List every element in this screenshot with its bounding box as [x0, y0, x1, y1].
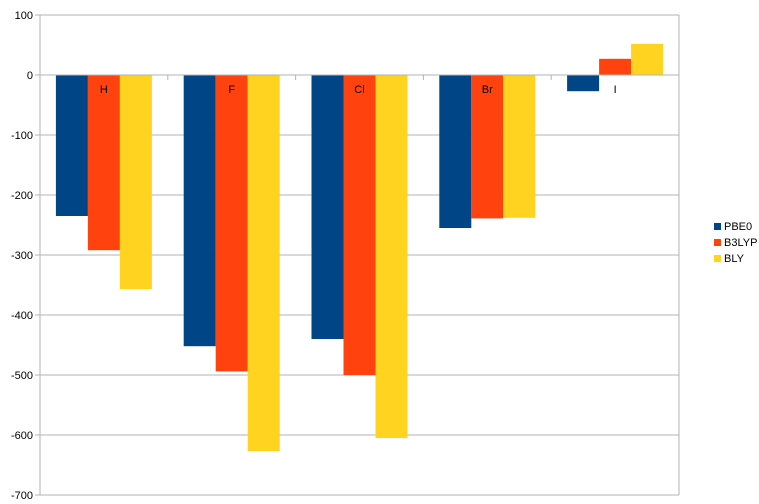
bar-pbe0-f: [183, 75, 216, 347]
legend-swatch-bly: [714, 255, 721, 262]
category-label: Br: [482, 84, 493, 96]
legend-label-pbe0: PBE0: [724, 221, 752, 233]
bar-bly-cl: [375, 75, 408, 438]
legend: PBE0 B3LYP BLY: [714, 221, 757, 265]
bars: [55, 43, 664, 452]
legend-swatch-b3lyp: [714, 239, 721, 246]
bar-b3lyp-f: [215, 75, 248, 372]
category-labels: H F Cl Br I: [100, 84, 617, 96]
y-tick-label: -100: [11, 130, 33, 142]
category-label: Cl: [354, 84, 364, 96]
y-tick-label: 100: [15, 10, 33, 22]
axes: [39, 15, 680, 495]
legend-label-b3lyp: B3LYP: [724, 237, 757, 249]
y-tick-label: -300: [11, 250, 33, 262]
bar-b3lyp-i: [599, 58, 632, 75]
bar-pbe0-h: [55, 75, 88, 216]
bar-pbe0-cl: [311, 75, 344, 339]
y-tick-label: -600: [11, 430, 33, 442]
y-tick-label: -200: [11, 190, 33, 202]
y-tick-label: -500: [11, 370, 33, 382]
bar-pbe0-br: [439, 75, 472, 228]
bar-bly-br: [503, 75, 536, 218]
category-label: I: [614, 84, 617, 96]
bar-bly-h: [119, 75, 152, 290]
bar-bly-f: [247, 75, 280, 452]
legend-label-bly: BLY: [724, 253, 745, 265]
category-label: H: [100, 84, 108, 96]
bar-pbe0-i: [567, 75, 600, 92]
bar-b3lyp-cl: [343, 75, 376, 375]
y-tick-label: -700: [11, 490, 33, 502]
bar-bly-i: [631, 43, 664, 75]
category-label: F: [228, 84, 235, 96]
bar-b3lyp-h: [87, 75, 120, 251]
y-tick-label: -400: [11, 310, 33, 322]
y-tick-label: 0: [27, 70, 33, 82]
legend-swatch-pbe0: [714, 223, 721, 230]
y-axis-tick-labels: 100 0 -100 -200 -300 -400 -500 -600 -700: [11, 10, 33, 502]
bar-b3lyp-br: [471, 75, 504, 219]
